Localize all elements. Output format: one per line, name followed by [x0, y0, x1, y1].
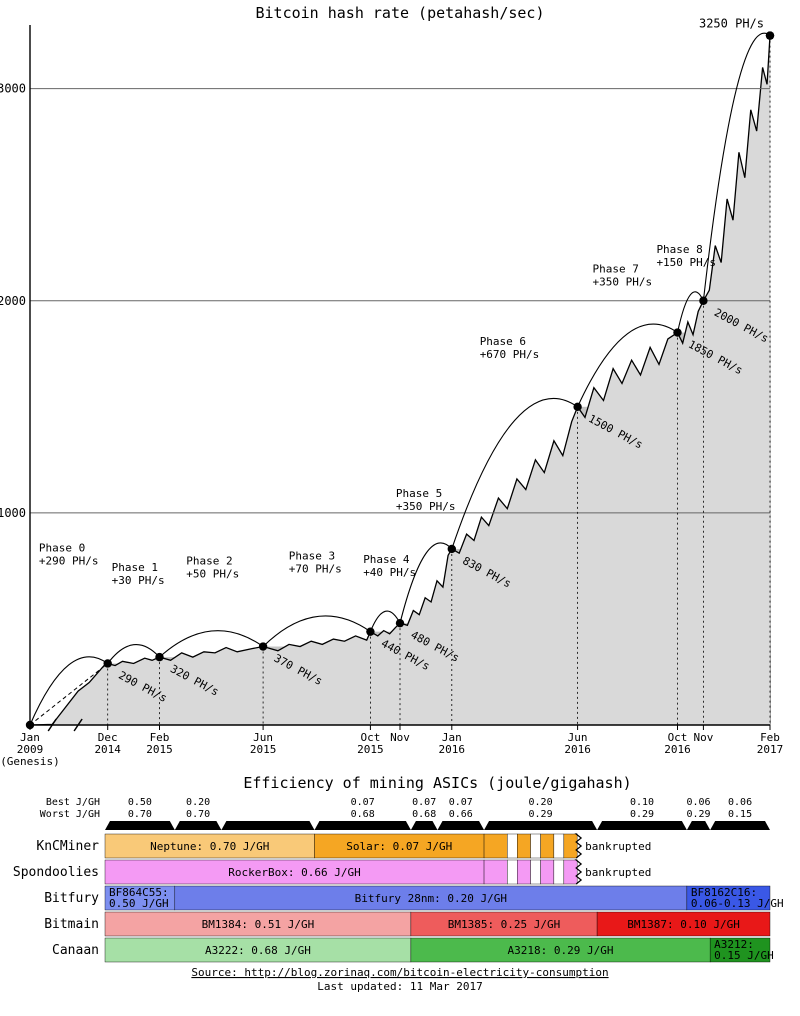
asic-label: Bitfury 28nm: 0.20 J/GH	[355, 892, 507, 905]
svg-text:0.68: 0.68	[412, 809, 436, 820]
svg-text:0.06: 0.06	[728, 797, 752, 808]
x-tick-label: Dec2014	[94, 731, 121, 756]
svg-text:0.29: 0.29	[630, 809, 654, 820]
vendor-label: KnCMiner	[36, 839, 99, 854]
x-tick-label: Nov	[693, 731, 713, 744]
x-tick-label: Feb2015	[146, 731, 173, 756]
svg-text:0.70: 0.70	[186, 809, 210, 820]
asic-segment	[554, 834, 564, 858]
asic-segment	[531, 860, 541, 884]
svg-text:0.06: 0.06	[686, 797, 710, 808]
asic-label: BM1387: 0.10 J/GH	[627, 918, 740, 931]
asic-segment	[541, 860, 554, 884]
vendor-label: Canaan	[52, 943, 99, 958]
svg-text:0.29: 0.29	[686, 809, 710, 820]
asic-segment	[507, 834, 517, 858]
svg-text:0.66: 0.66	[449, 809, 473, 820]
svg-text:Best J/GH: Best J/GH	[46, 797, 100, 808]
svg-text:0.07: 0.07	[412, 797, 436, 808]
asic-label: BM1384: 0.51 J/GH	[202, 918, 315, 931]
asic-segment	[484, 834, 507, 858]
vendor-label: Spondoolies	[13, 865, 99, 880]
eff-title: Efficiency of mining ASICs (joule/gigaha…	[243, 774, 631, 792]
y-tick-label: 2000	[0, 294, 26, 308]
asic-segment	[531, 834, 541, 858]
asic-segment	[517, 860, 530, 884]
asic-segment	[507, 860, 517, 884]
y-tick-label: 3000	[0, 82, 26, 96]
asic-segment	[541, 834, 554, 858]
svg-text:0.15: 0.15	[728, 809, 752, 820]
phase-label: Phase 4+40 PH/s	[363, 553, 416, 579]
x-tick-label: Oct2015	[357, 731, 384, 756]
bankrupt-label: bankrupted	[585, 840, 651, 853]
svg-text:0.10: 0.10	[630, 797, 654, 808]
asic-label: Solar: 0.07 J/GH	[346, 840, 452, 853]
asic-segment	[564, 860, 577, 884]
phase-label: Phase 2+50 PH/s	[186, 555, 239, 581]
x-tick-label: Oct2016	[664, 731, 691, 756]
phase-label: Phase 1+30 PH/s	[112, 561, 165, 587]
x-tick-label: Jun2015	[250, 731, 277, 756]
vendor-label: Bitmain	[44, 917, 99, 932]
figure: Bitcoin hash rate (petahash/sec) 1000 2000…	[0, 0, 800, 1016]
svg-text:0.29: 0.29	[529, 809, 553, 820]
svg-text:0.68: 0.68	[351, 809, 375, 820]
vendor-label: Bitfury	[44, 891, 99, 906]
svg-text:0.07: 0.07	[351, 797, 375, 808]
y-tick-label: 1000	[0, 506, 26, 520]
asic-label: RockerBox: 0.66 J/GH	[228, 866, 360, 879]
asic-segment	[517, 834, 530, 858]
asic-label: BM1385: 0.25 J/GH	[448, 918, 561, 931]
asic-label: A3218: 0.29 J/GH	[508, 944, 614, 957]
asic-segment	[554, 860, 564, 884]
source-link[interactable]: Source: http://blog.zorinaq.com/bitcoin-…	[191, 966, 608, 979]
x-tick-label: Nov	[390, 731, 410, 744]
phase-label: Phase 3+70 PH/s	[289, 550, 342, 576]
peak-label: 3250 PH/s	[699, 17, 764, 31]
svg-text:0.20: 0.20	[529, 797, 553, 808]
asic-label: A3222: 0.68 J/GH	[205, 944, 311, 957]
x-tick-label: Jan2016	[439, 731, 466, 756]
updated-label: Last updated: 11 Mar 2017	[317, 980, 483, 993]
svg-text:0.07: 0.07	[449, 797, 473, 808]
asic-segment	[484, 860, 507, 884]
bankrupt-label: bankrupted	[585, 866, 651, 879]
x-tick-label: Jun2016	[564, 731, 591, 756]
svg-text:Worst J/GH: Worst J/GH	[40, 809, 100, 820]
asic-segment	[564, 834, 577, 858]
svg-text:Bitcoin hash rate (petahash/se: Bitcoin hash rate (petahash/sec)	[256, 4, 545, 22]
asic-label: BF864C55:0.50 J/GH	[109, 886, 169, 910]
x-tick-label: Feb2017	[757, 731, 784, 756]
svg-text:0.50: 0.50	[128, 797, 152, 808]
asic-label: Neptune: 0.70 J/GH	[150, 840, 269, 853]
svg-text:0.70: 0.70	[128, 809, 152, 820]
svg-text:0.20: 0.20	[186, 797, 210, 808]
